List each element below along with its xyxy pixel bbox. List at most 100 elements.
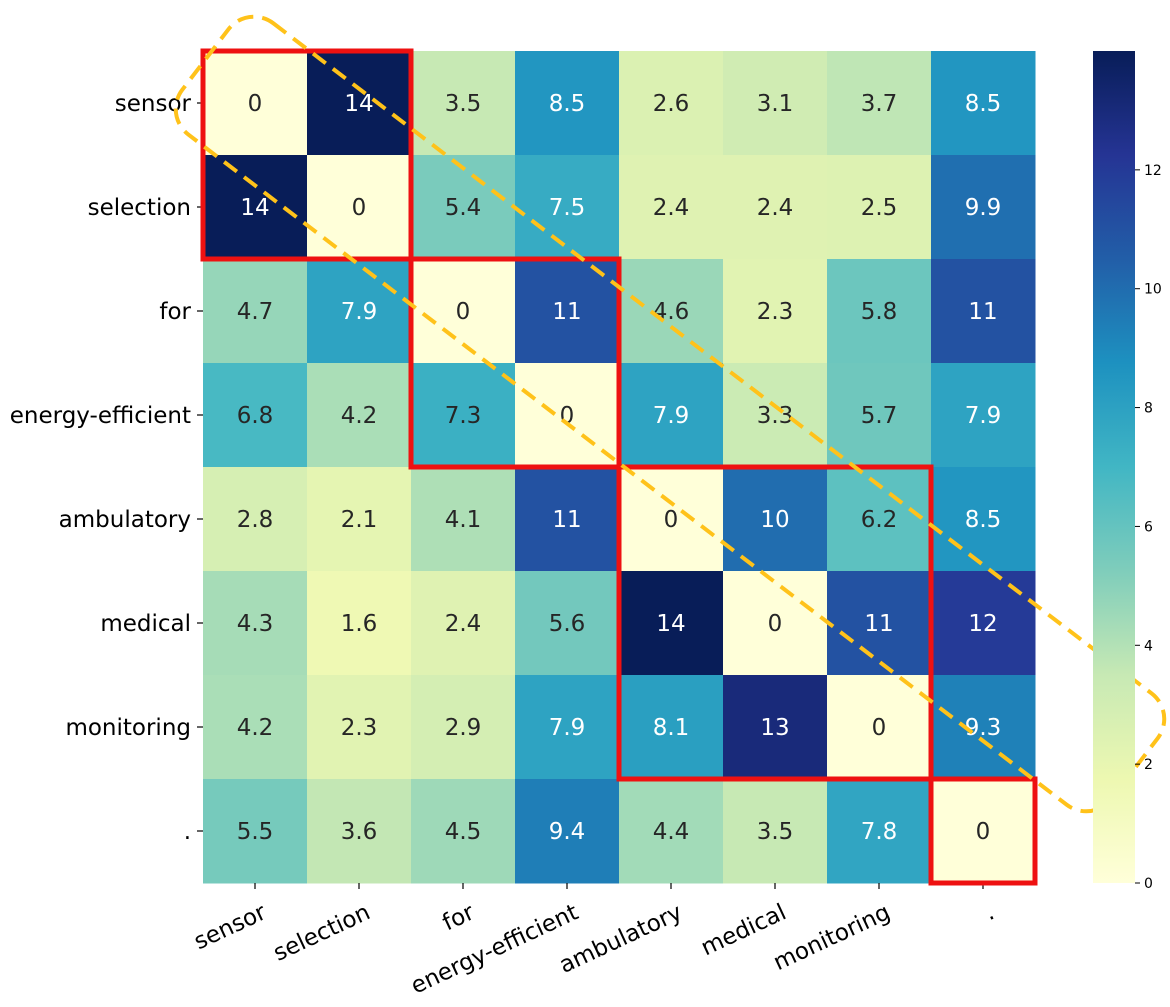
cell-value-label: 4.1 [445,507,482,533]
heatmap-cell [827,259,932,364]
heatmap-cell [203,51,308,156]
cell-value-label: 3.5 [445,91,482,117]
highlight-block [200,48,414,262]
row-tick-label: medical [100,611,191,637]
cell-value-label: 4.2 [237,715,274,741]
colorbar-tick-label: 8 [1144,401,1153,417]
heatmap-cell [619,779,724,884]
heatmap-cell [619,259,724,364]
heatmap-cell [515,467,620,572]
colorbar: 0 2 4 6 8 10 12 [1093,51,1162,892]
highlight-block [408,256,622,470]
column-tick-label: for [439,899,479,936]
column-tick-label: . [981,899,999,926]
row-tick-label: . [184,819,191,845]
heatmap-cell [307,363,412,468]
heatmap-cell [515,51,620,156]
heatmap-cell [723,467,828,572]
heatmap-cell [203,467,308,572]
heatmap-cell [619,363,724,468]
heatmap-cell [723,675,828,780]
cell-value-label: 7.9 [965,403,1002,429]
heatmap-cell [515,779,620,884]
heatmap-cell [827,155,932,260]
heatmap-cell [515,675,620,780]
cell-value-label: 7.8 [861,819,898,845]
cell-value-label: 2.9 [445,715,482,741]
cell-value-label: 0 [456,299,471,325]
colorbar-tick-label: 0 [1144,876,1153,892]
cell-value-label: 4.6 [653,299,690,325]
row-tick-label: monitoring [65,715,191,741]
heatmap-cell [307,467,412,572]
cell-value-label: 12 [968,611,997,637]
cell-value-label: 2.4 [445,611,482,637]
heatmap-cell [931,363,1036,468]
colorbar-tick-label: 12 [1144,163,1162,179]
cell-value-label: 14 [240,195,269,221]
heatmap-cell [723,155,828,260]
cell-value-label: 14 [656,611,685,637]
heatmap-cell [931,571,1036,676]
cell-value-label: 6.8 [237,403,274,429]
heatmap-cell [411,467,516,572]
heatmap-cell [931,155,1036,260]
heatmap-cell [515,155,620,260]
cell-value-label: 8.5 [965,91,1002,117]
heatmap-cell [203,779,308,884]
cell-value-label: 2.6 [653,91,690,117]
row-tick-label: ambulatory [59,507,191,533]
cell-value-label: 11 [552,299,581,325]
highlight-blocks [200,48,1038,886]
heatmap-cell [931,675,1036,780]
heatmap-cell [723,779,828,884]
cell-value-label: 3.1 [757,91,794,117]
cell-value-label: 9.4 [549,819,586,845]
cell-value-label: 5.7 [861,403,898,429]
heatmap-cell [931,779,1036,884]
cell-value-label: 8.5 [965,507,1002,533]
cell-value-label: 0 [872,715,887,741]
cell-value-label: 0 [248,91,263,117]
cell-value-label: 2.5 [861,195,898,221]
heatmap-cell [827,363,932,468]
cell-value-label: 8.5 [549,91,586,117]
heatmap-cell [411,155,516,260]
heatmap-cell [619,51,724,156]
cell-value-label: 10 [760,507,789,533]
cell-value-label: 2.1 [341,507,378,533]
colorbar-gradient [1093,51,1135,883]
cell-value-label: 8.1 [653,715,690,741]
column-axis: sensor selection forenergy-efficientambula… [190,883,998,1000]
colorbar-tick-label: 6 [1144,519,1153,535]
heatmap-cell [723,259,828,364]
cell-value-label: 2.4 [757,195,794,221]
cell-value-label: 2.3 [757,299,794,325]
heatmap-cell [827,51,932,156]
row-tick-label: selection [88,195,191,221]
cell-value-label: 9.9 [965,195,1002,221]
heatmap-cell [619,155,724,260]
heatmap-cell [931,467,1036,572]
heatmap-cell [307,779,412,884]
cell-value-label: 0 [976,819,991,845]
row-axis: sensorselectionforenergy-efficientambula… [10,91,203,845]
heatmap-cell [619,675,724,780]
cell-value-label: 5.6 [549,611,586,637]
diagonal-outline [173,14,1167,814]
heatmap-cell [723,571,828,676]
heatmap-cell [515,571,620,676]
cell-value-label: 11 [552,507,581,533]
colorbar-tick-label: 2 [1144,757,1153,773]
heatmap-cell [931,259,1036,364]
heatmap-cells: 0 14 3.5 8.5 2.6 3.1 3.7 8.5 14 0 5.4 7.5 2.4 2.4 2.5 9… [203,51,1036,884]
cell-value-label: 4.5 [445,819,482,845]
cell-value-label: 0 [768,611,783,637]
heatmap-cell [203,363,308,468]
cell-value-label: 0 [664,507,679,533]
heatmap-cell [827,571,932,676]
cell-value-label: 5.4 [445,195,482,221]
cell-value-label: 7.9 [549,715,586,741]
cell-value-label: 2.4 [653,195,690,221]
cell-value-label: 7.3 [445,403,482,429]
